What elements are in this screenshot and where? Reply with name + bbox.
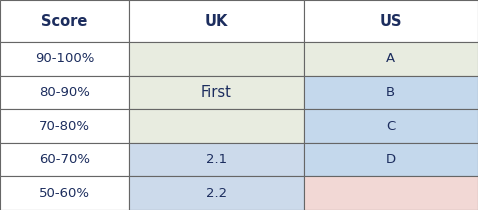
Text: B: B	[386, 86, 395, 99]
Bar	[0, 42, 129, 76]
Text: 60-70%: 60-70%	[39, 153, 90, 166]
Bar	[0, 0, 129, 42]
Text: Score: Score	[41, 13, 88, 29]
Bar	[129, 143, 304, 176]
Text: UK: UK	[205, 13, 228, 29]
Text: 80-90%: 80-90%	[39, 86, 90, 99]
Text: C: C	[386, 119, 395, 133]
Bar	[129, 42, 304, 76]
Text: First: First	[201, 85, 232, 100]
Text: D: D	[386, 153, 396, 166]
Bar	[304, 76, 478, 109]
Text: 90-100%: 90-100%	[35, 52, 94, 65]
Bar	[0, 76, 129, 109]
Bar	[304, 42, 478, 76]
Bar	[0, 109, 129, 143]
Bar	[129, 76, 304, 109]
Bar	[304, 176, 478, 210]
Bar	[304, 143, 478, 176]
Bar	[129, 176, 304, 210]
Bar	[304, 109, 478, 143]
Bar	[304, 0, 478, 42]
Bar	[0, 176, 129, 210]
Bar	[0, 143, 129, 176]
Text: A: A	[386, 52, 395, 65]
Text: 70-80%: 70-80%	[39, 119, 90, 133]
Text: 2.1: 2.1	[206, 153, 227, 166]
Bar	[129, 109, 304, 143]
Text: 2.2: 2.2	[206, 187, 227, 200]
Bar	[129, 0, 304, 42]
Text: US: US	[380, 13, 402, 29]
Text: 50-60%: 50-60%	[39, 187, 90, 200]
